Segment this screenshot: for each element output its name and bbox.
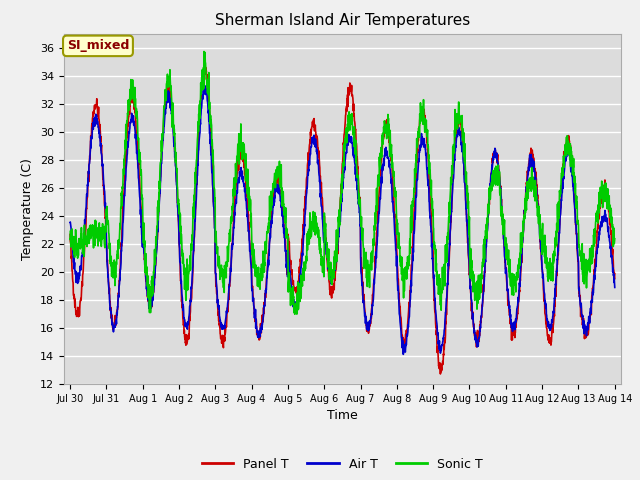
Sonic T [579,241,586,247]
Legend: Panel T, Air T, Sonic T: Panel T, Air T, Sonic T [196,453,488,476]
Air T [201,83,209,89]
Panel T [218,334,226,339]
Sonic T [66,236,74,241]
Panel T [579,314,586,320]
Sonic T [218,265,226,271]
Sonic T [358,229,366,235]
Panel T [370,276,378,281]
Air T [563,151,571,157]
Panel T [66,231,74,237]
Text: SI_mixed: SI_mixed [67,39,129,52]
Panel T [436,371,444,377]
Panel T [202,65,210,71]
Y-axis label: Temperature (C): Temperature (C) [22,158,35,260]
Air T [218,326,226,332]
Air T [358,280,366,286]
Air T [611,285,619,290]
Sonic T [200,48,208,54]
Title: Sherman Island Air Temperatures: Sherman Island Air Temperatures [215,13,470,28]
Panel T [501,260,509,265]
X-axis label: Time: Time [327,409,358,422]
Line: Air T: Air T [70,86,615,354]
Line: Panel T: Panel T [70,68,615,374]
Panel T [358,273,366,279]
Sonic T [291,312,299,317]
Panel T [611,276,619,281]
Air T [399,351,407,357]
Air T [501,256,509,262]
Air T [66,219,74,225]
Line: Sonic T: Sonic T [70,51,615,314]
Sonic T [563,145,571,151]
Air T [579,312,586,318]
Air T [370,277,378,283]
Sonic T [501,237,509,243]
Sonic T [611,236,619,241]
Panel T [563,135,571,141]
Sonic T [371,223,378,228]
